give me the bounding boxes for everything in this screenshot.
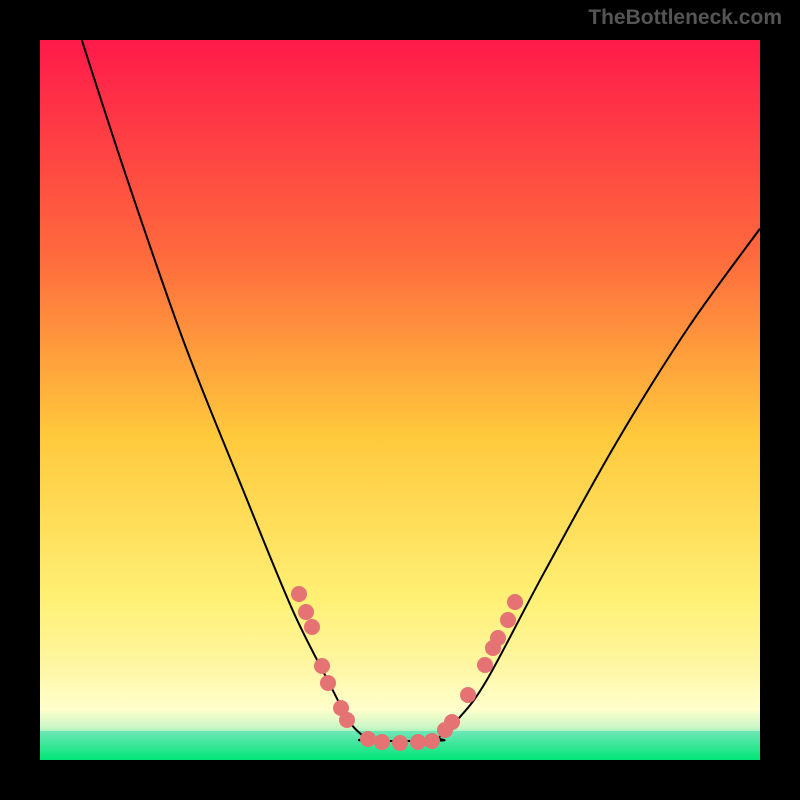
data-marker — [460, 687, 476, 703]
data-marker — [339, 712, 355, 728]
data-marker — [424, 733, 440, 749]
data-marker — [477, 657, 493, 673]
data-marker — [314, 658, 330, 674]
watermark-text: TheBottleneck.com — [588, 6, 782, 30]
data-marker — [500, 612, 516, 628]
data-marker — [444, 714, 460, 730]
data-marker — [304, 619, 320, 635]
plot-area — [40, 40, 760, 760]
data-marker — [360, 731, 376, 747]
data-marker — [320, 675, 336, 691]
data-marker — [490, 630, 506, 646]
data-marker — [374, 734, 390, 750]
data-marker — [291, 586, 307, 602]
marker-layer — [40, 40, 760, 760]
data-marker — [392, 735, 408, 751]
data-marker — [507, 594, 523, 610]
